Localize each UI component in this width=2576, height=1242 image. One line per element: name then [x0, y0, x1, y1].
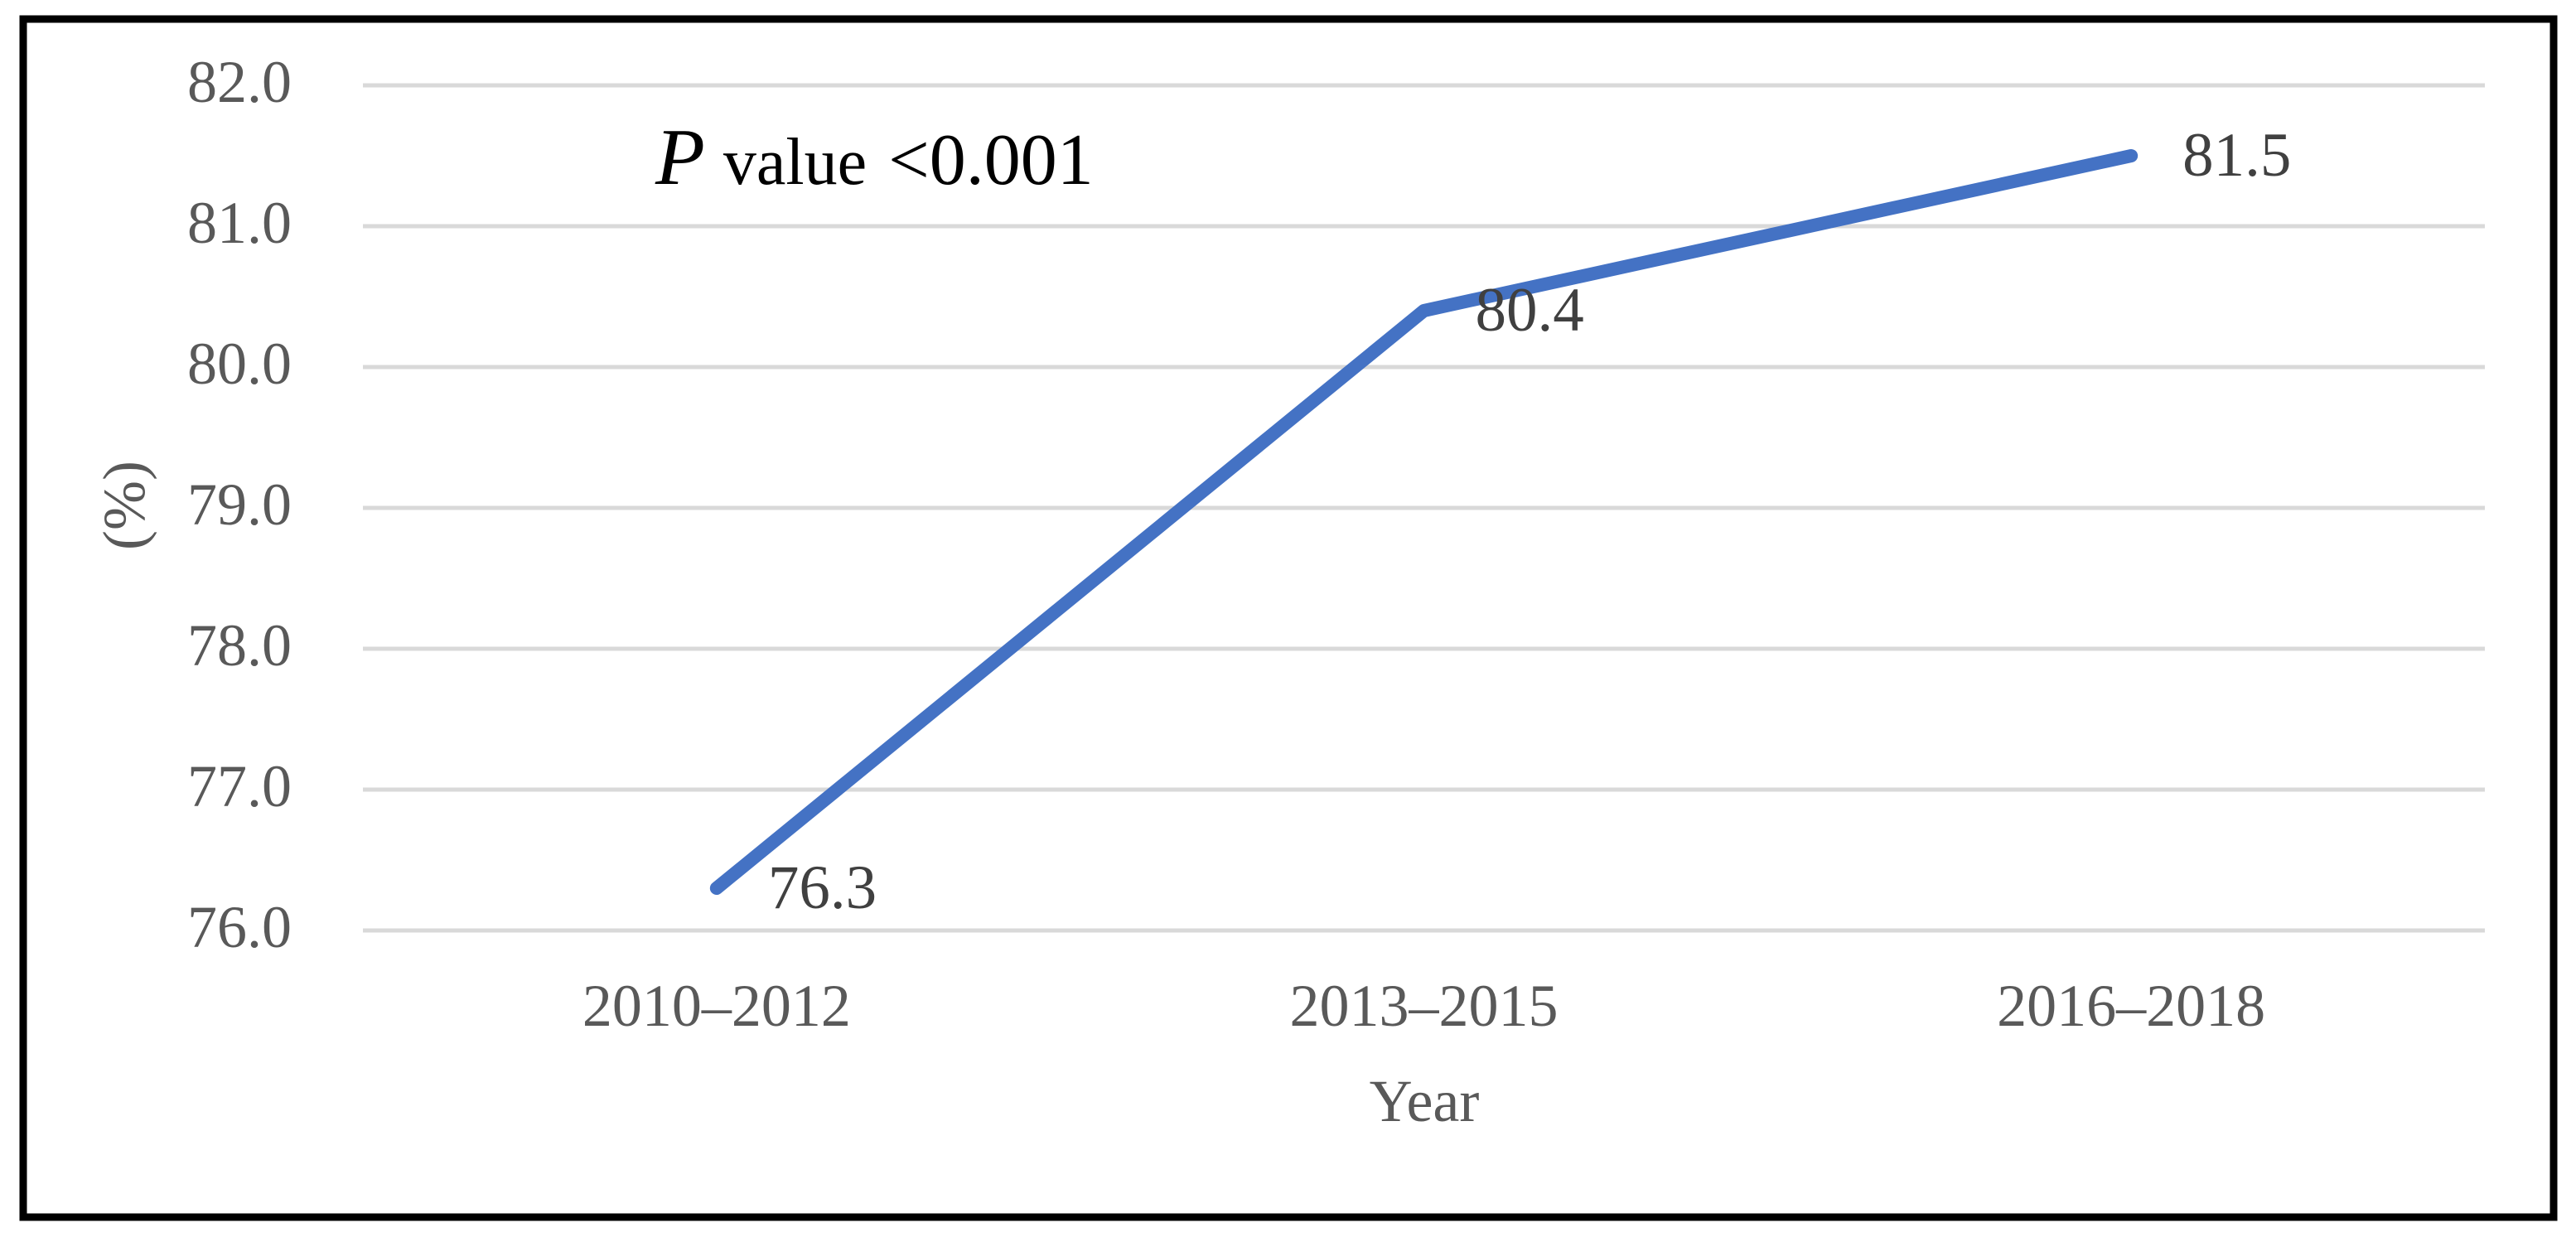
y-tick-label: 76.0 [187, 894, 292, 960]
y-axis-title: (%) [91, 461, 157, 550]
y-tick-label: 79.0 [187, 471, 292, 538]
x-axis-title: Year [1370, 1068, 1480, 1134]
y-tick-label: 77.0 [187, 753, 292, 819]
data-point-label: 80.4 [1476, 276, 1584, 345]
annotation-value-word: value [723, 126, 867, 199]
annotation-p-symbol: P [655, 113, 705, 202]
data-point-label: 76.3 [768, 853, 877, 922]
y-tick-label: 78.0 [187, 612, 292, 679]
y-tick-label: 81.0 [187, 190, 292, 256]
x-category-label: 2010–2012 [582, 973, 851, 1039]
data-line-series [709, 149, 2139, 895]
figure-border [19, 15, 2558, 1221]
y-tick-label: 82.0 [187, 49, 292, 115]
x-category-label: 2013–2015 [1290, 973, 1559, 1039]
data-point-label: 81.5 [2182, 121, 2291, 190]
y-tick-label: 80.0 [187, 331, 292, 397]
x-category-label: 2016–2018 [1997, 973, 2265, 1039]
annotation-threshold: <0.001 [888, 120, 1094, 201]
